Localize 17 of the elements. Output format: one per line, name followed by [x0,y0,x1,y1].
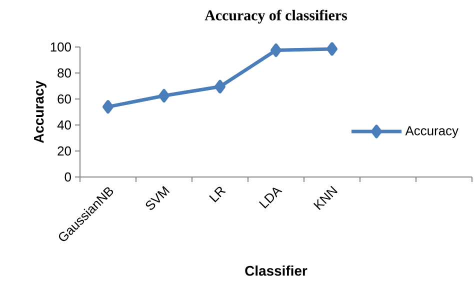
x-tick-label: LR [209,186,226,202]
legend-label: Accuracy [405,126,458,138]
y-tick-label: 40 [57,120,71,130]
point [270,44,282,57]
y-tick-label: 60 [58,94,71,104]
point [158,89,170,103]
y-tick-label: 100 [50,42,71,52]
y-axis-title: Accuracy [34,80,46,144]
chart-title: Accuracy of classifiers [204,10,348,24]
point [102,100,114,114]
point [214,80,226,94]
x-tick-label: LDA [258,188,282,208]
y-tick-label: 0 [64,172,71,182]
y-tick-label: 20 [58,146,71,156]
x-axis-title: Classifier [245,266,308,276]
y-tick-label: 80 [58,68,71,78]
point [326,42,338,56]
